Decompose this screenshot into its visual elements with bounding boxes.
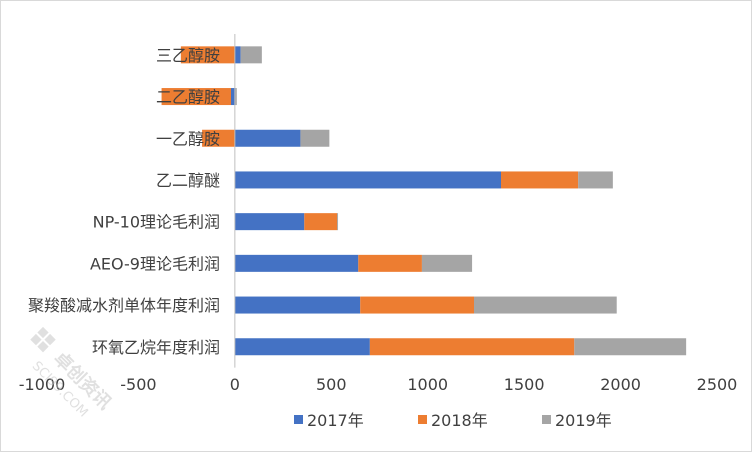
bar-segment-6-series-3 [421,254,473,272]
x-tick-label: 2500 [697,375,738,394]
x-tick-label: -1000 [19,375,66,394]
bar-segment-4-series-2 [501,171,579,189]
bar-segment-8-series-2 [369,338,575,356]
x-tick-label: 500 [316,375,347,394]
bar-segment-1-series-2 [180,46,235,64]
category-label: 乙二醇醚 [156,171,220,190]
bar-segment-3-series-3 [300,129,330,147]
bar-segment-2-series-2 [161,88,231,106]
bar-segment-3-series-2 [202,129,235,147]
bars-layer [161,46,687,356]
legend-label: 2019年 [555,411,612,430]
bar-segment-6-series-2 [358,254,422,272]
bar-segment-2-series-1 [231,88,235,106]
bar-segment-4-series-3 [578,171,613,189]
legend-swatch [294,415,303,424]
bar-segment-1-series-3 [240,46,262,64]
legend-label: 2017年 [307,411,364,430]
category-label: NP-10理论毛利润 [93,213,220,232]
bar-segment-7-series-3 [474,296,617,314]
category-label: 二乙醇胺 [156,88,220,107]
category-label: AEO-9理论毛利润 [90,254,220,273]
bar-segment-5-series-2 [304,213,338,231]
bar-segment-3-series-1 [234,129,301,147]
category-label: 一乙醇胺 [156,129,220,148]
bar-segment-6-series-1 [234,254,359,272]
category-label: 环氧乙烷年度利润 [92,338,220,357]
bar-segment-2-series-3 [234,88,237,106]
legend: 2017年 2018年 2019年 [294,411,612,430]
x-tick-label: -500 [120,375,156,394]
bar-segment-8-series-1 [234,338,370,356]
bar-segment-8-series-3 [574,338,687,356]
x-tick-label: 1500 [504,375,545,394]
category-label: 聚羧酸减水剂单体年度利润 [28,296,220,315]
legend-label: 2018年 [431,411,488,430]
legend-swatch [418,415,427,424]
x-tick-label: 0 [230,375,240,394]
bar-segment-5-series-3 [337,213,339,231]
bar-segment-7-series-2 [360,296,474,314]
legend-swatch [542,415,551,424]
x-tick-labels: -1000 -500 0 500 1000 1500 2000 2500 [19,375,738,394]
bar-segment-5-series-1 [234,213,305,231]
x-tick-label: 1000 [407,375,448,394]
bar-segment-4-series-1 [234,171,501,189]
category-label: 三乙醇胺 [156,46,220,65]
x-tick-label: 2000 [600,375,641,394]
bar-segment-1-series-1 [234,46,241,64]
bar-segment-7-series-1 [234,296,361,314]
